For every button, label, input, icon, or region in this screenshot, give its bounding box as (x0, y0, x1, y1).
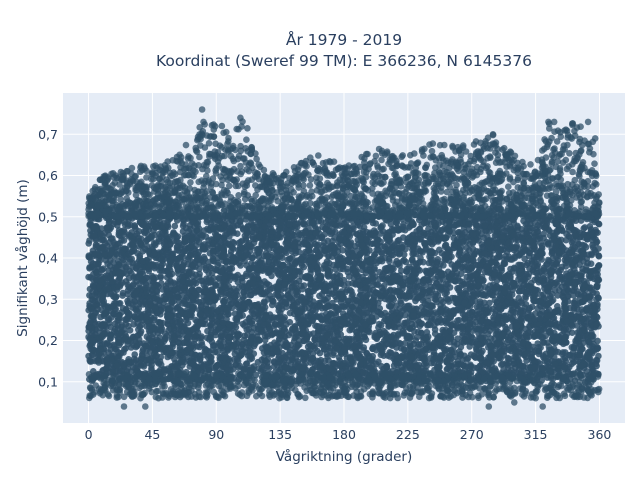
scatter-point (119, 289, 127, 297)
scatter-point (466, 264, 474, 272)
scatter-point (579, 241, 586, 249)
scatter-point (122, 320, 130, 328)
scatter-point (581, 326, 588, 334)
scatter-point (197, 303, 205, 311)
scatter-point (371, 251, 378, 259)
scatter-point (547, 327, 554, 335)
scatter-point (434, 255, 442, 263)
scatter-point (372, 233, 379, 241)
scatter-point (526, 249, 534, 257)
scatter-point (101, 251, 108, 258)
scatter-point (175, 330, 182, 337)
scatter-point (556, 275, 563, 283)
scatter-point (476, 298, 484, 305)
scatter-point (463, 338, 471, 345)
scatter-point (510, 360, 517, 368)
scatter-point (274, 291, 281, 299)
scatter-point (384, 352, 391, 359)
scatter-point (131, 351, 138, 358)
scatter-point (390, 265, 397, 273)
scatter-point (515, 294, 523, 302)
scatter-point (400, 345, 408, 353)
scatter-point (270, 218, 278, 226)
scatter-point (192, 271, 200, 279)
scatter-point (510, 244, 517, 251)
scatter-point (552, 242, 560, 250)
scatter-point (316, 292, 323, 300)
scatter-point (179, 253, 187, 261)
scatter-point (402, 319, 410, 326)
scatter-point (377, 223, 385, 231)
scatter-point (125, 300, 132, 307)
scatter-point (466, 343, 474, 350)
points-layer (85, 106, 603, 410)
scatter-point (310, 342, 318, 349)
scatter-point (197, 277, 205, 285)
scatter-point (134, 308, 141, 315)
scatter-point (595, 245, 602, 252)
scatter-point (369, 219, 377, 227)
scatter-point (175, 298, 183, 306)
scatter-point (469, 245, 477, 253)
scatter-point (182, 316, 190, 324)
scatter-point (389, 294, 397, 302)
